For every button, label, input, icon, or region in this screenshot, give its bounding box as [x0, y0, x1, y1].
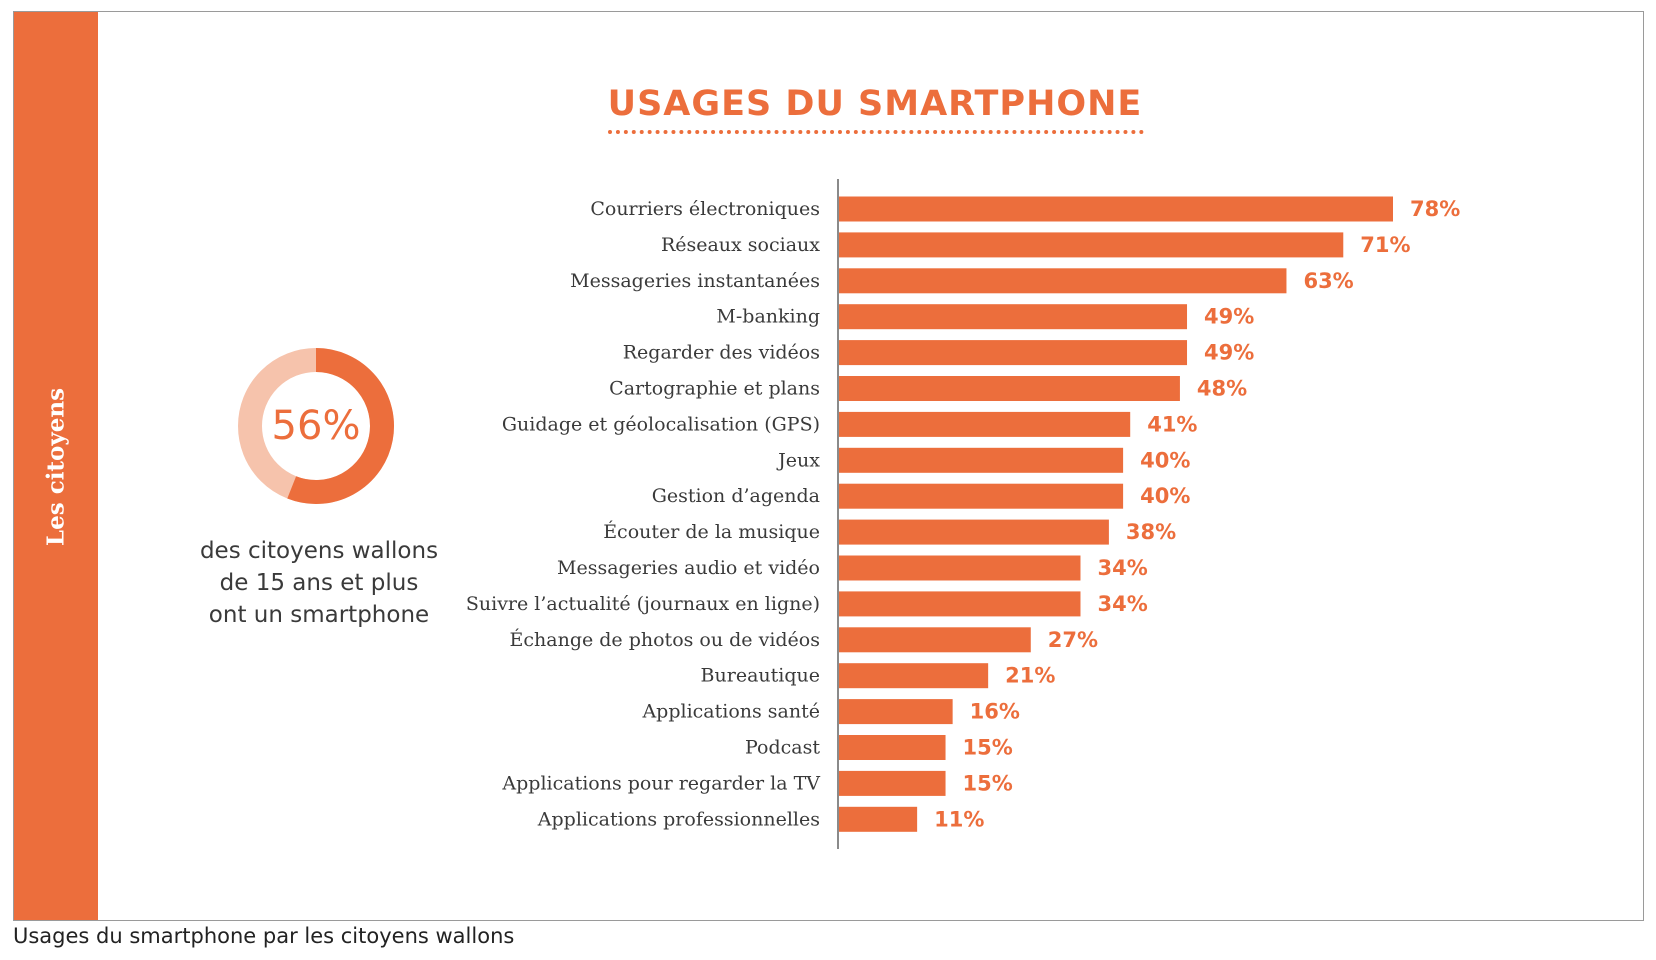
category-label: Jeux — [776, 449, 820, 471]
value-label: 48% — [1197, 377, 1247, 401]
value-label: 38% — [1126, 520, 1176, 544]
category-label: Podcast — [745, 737, 820, 759]
category-label: Regarder des vidéos — [623, 342, 820, 364]
value-label: 78% — [1410, 197, 1460, 221]
value-label: 27% — [1048, 628, 1098, 652]
value-label: 34% — [1097, 556, 1147, 580]
category-label: Applications santé — [641, 701, 820, 723]
infographic-frame: Les citoyens USAGES DU SMARTPHONE 56% de… — [13, 11, 1644, 921]
bar — [839, 376, 1180, 401]
category-label: Applications pour regarder la TV — [501, 772, 820, 794]
category-label: Messageries audio et vidéo — [557, 557, 820, 579]
value-label: 15% — [963, 736, 1013, 760]
donut-caption-line: de 15 ans et plus — [219, 570, 419, 596]
figure-caption: Usages du smartphone par les citoyens wa… — [13, 924, 515, 948]
category-label: M-banking — [716, 306, 820, 328]
category-label: Courriers électroniques — [590, 198, 820, 220]
donut-value: 56% — [271, 403, 361, 449]
bar — [839, 447, 1124, 473]
value-label: 63% — [1303, 269, 1353, 293]
bar — [839, 196, 1393, 222]
category-label: Applications professionnelles — [537, 808, 820, 830]
title-dotted-rule — [608, 130, 1144, 134]
value-label: 49% — [1204, 305, 1254, 329]
bar — [839, 411, 1131, 437]
bar — [839, 663, 989, 689]
bar — [839, 483, 1124, 509]
value-label: 15% — [963, 771, 1013, 795]
value-label: 71% — [1360, 233, 1410, 257]
donut-arc — [287, 348, 394, 504]
category-label: Bureautique — [701, 665, 820, 687]
donut-caption-line: des citoyens wallons — [199, 538, 439, 564]
value-label: 21% — [1005, 664, 1055, 688]
bar — [839, 232, 1344, 258]
side-label: Les citoyens — [42, 387, 70, 547]
bar — [839, 699, 953, 725]
value-label: 40% — [1140, 448, 1190, 472]
value-label: 41% — [1147, 412, 1197, 436]
value-label: 16% — [970, 700, 1020, 724]
value-label: 34% — [1097, 592, 1147, 616]
donut-svg — [238, 348, 394, 504]
category-label: Échange de photos ou de vidéos — [510, 628, 820, 651]
bar-chart: Courriers électroniques Réseaux sociaux Me… — [466, 179, 1460, 849]
value-labels-group: 78%71% 63% 49% 49% 48%41% 40% 40% 38% 34% 34% 27% 2… — [934, 197, 1460, 831]
bar — [839, 806, 918, 832]
value-label: 49% — [1204, 341, 1254, 365]
category-label: Cartographie et plans — [609, 378, 820, 400]
bar — [839, 340, 1188, 366]
category-label: Écouter de la musique — [603, 520, 820, 543]
value-label: 40% — [1140, 484, 1190, 508]
bars-group — [839, 196, 1393, 832]
bar — [839, 304, 1188, 330]
value-label: 11% — [934, 807, 984, 831]
category-labels-group: Courriers électroniques Réseaux sociaux Me… — [466, 198, 820, 830]
bar — [839, 519, 1109, 545]
bar — [839, 627, 1031, 653]
donut-chart: 56% — [231, 341, 401, 511]
category-label: Suivre l’actualité (journaux en ligne) — [466, 593, 820, 615]
category-label: Messageries instantanées — [570, 270, 820, 292]
chart-title: USAGES DU SMARTPHONE — [607, 84, 1143, 124]
side-band: Les citoyens — [14, 12, 98, 920]
bar — [839, 555, 1081, 581]
category-label: Gestion d’agenda — [652, 485, 820, 507]
bar — [839, 735, 946, 760]
donut-caption-line: ont un smartphone — [208, 602, 430, 628]
donut-caption: des citoyens wallons de 15 ans et plus o… — [174, 535, 464, 631]
category-label: Réseaux sociaux — [661, 234, 820, 256]
bar — [839, 268, 1287, 294]
bar — [839, 770, 946, 796]
category-label: Guidage et géolocalisation (GPS) — [502, 413, 820, 435]
bar — [839, 591, 1081, 617]
